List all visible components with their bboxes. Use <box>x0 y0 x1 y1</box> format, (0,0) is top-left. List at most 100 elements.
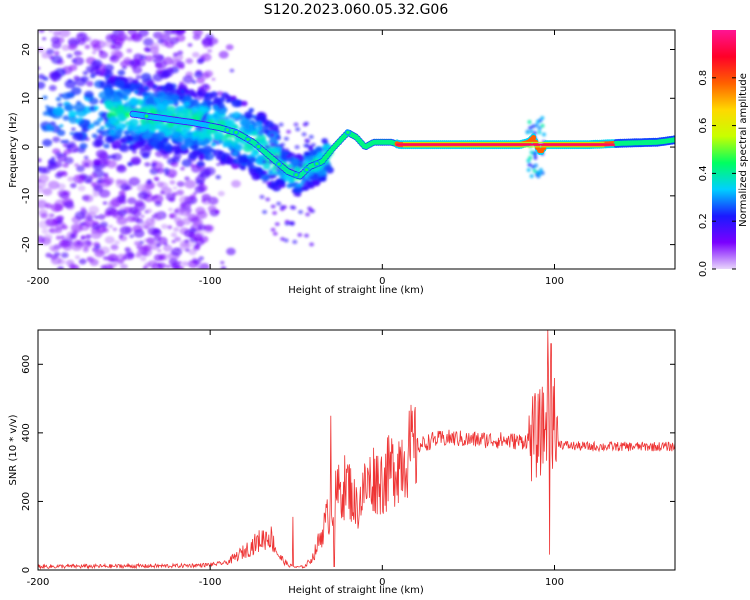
spectrogram-cell <box>262 179 268 184</box>
spectrogram-cell <box>94 244 102 250</box>
spectrogram-cell <box>140 119 148 126</box>
spectrogram-cell <box>72 56 84 66</box>
spectrogram-cell <box>92 51 97 55</box>
spectrogram-cell <box>109 44 116 50</box>
spectrogram-cell <box>80 76 89 83</box>
spectrogram-cell <box>296 183 302 188</box>
spectrogram-cell <box>77 179 84 185</box>
spectrogram-ridge <box>129 110 675 180</box>
spectrogram-cell <box>54 252 61 257</box>
spectrogram-cell <box>164 171 170 176</box>
spectrogram-cell <box>140 256 147 262</box>
spectrogram-cell <box>38 30 45 33</box>
spectrogram-cell <box>301 132 307 137</box>
spectrogram-cell <box>232 111 241 119</box>
spectrogram-cell <box>103 143 110 149</box>
spectrogram-cell <box>129 234 134 238</box>
spectrogram-cell <box>146 80 155 88</box>
spectrogram-cell <box>162 137 169 143</box>
spectrogram-cell <box>48 85 57 91</box>
spectrogram-cell <box>89 97 99 105</box>
spectrogram-cell <box>61 44 70 51</box>
spectrogram-cell <box>112 101 119 107</box>
spectrogram-cell <box>239 155 249 164</box>
spectrogram-cell <box>57 266 64 269</box>
spectrogram-cell <box>100 63 107 69</box>
spectrogram-cell <box>150 162 157 168</box>
spectrogram-cell <box>202 102 208 108</box>
spectrogram-cell <box>52 78 57 82</box>
spectrogram-cell <box>120 137 128 144</box>
spectrogram-cell <box>257 130 264 136</box>
ridge-highlight <box>304 168 309 172</box>
spectrogram-cell <box>170 232 178 238</box>
spectrogram-cell <box>68 43 78 51</box>
spectrogram-cell <box>164 83 175 92</box>
spectrogram-cell <box>106 256 114 262</box>
spectrogram-cell <box>269 133 275 138</box>
spectrogram-cell <box>48 164 55 169</box>
spectrogram-cell <box>308 134 314 139</box>
spectrogram-cell <box>168 258 178 266</box>
spectrogram-cell <box>50 36 61 44</box>
ridge-highlight <box>277 162 281 166</box>
spectrogram-cell <box>178 64 185 70</box>
spectrogram-cell <box>151 214 158 219</box>
colorbar-gradient <box>712 30 736 269</box>
spectrogram-cell <box>249 119 255 124</box>
spectrogram-cell <box>284 219 290 224</box>
spectrogram-cell <box>156 168 164 174</box>
snr-frame <box>37 329 676 571</box>
spectrogram-cell <box>141 80 146 84</box>
spectrogram-cell <box>272 127 277 132</box>
spectrogram-cell <box>51 55 63 64</box>
x-tick-label: -100 <box>199 276 222 287</box>
spectrogram-cell <box>297 232 303 237</box>
spectrogram-cell <box>145 47 152 52</box>
spectrogram-cell <box>226 247 236 256</box>
spectrogram-cell <box>309 174 316 180</box>
spectrogram-cell <box>195 175 206 184</box>
spectrogram-cell <box>118 100 123 105</box>
spectrogram-cell <box>134 241 141 246</box>
spectrogram-cell <box>142 244 152 252</box>
spectrogram-cell <box>98 189 111 198</box>
spectrogram-cell <box>90 73 96 79</box>
spectrogram-cell <box>293 122 299 127</box>
spectrogram-cell <box>248 156 257 163</box>
spectrogram-cell <box>298 163 304 168</box>
colorbar-ticks: 0.0 0.2 0.4 0.6 0.8 <box>698 70 736 277</box>
spectrogram-cell <box>157 249 162 253</box>
spectrogram-cell <box>138 30 149 37</box>
spectrogram-cell <box>145 217 156 226</box>
spectrogram-cell <box>212 113 219 119</box>
spectrogram-cell <box>540 123 545 128</box>
bottom-y-axis: 0 200 400 600 <box>21 355 675 573</box>
spectrogram-cell <box>71 127 76 131</box>
spectrogram-cell <box>116 128 124 134</box>
spectrogram-cell <box>103 172 109 177</box>
spectrogram-cell <box>176 189 184 196</box>
spectrogram-cell <box>193 191 198 195</box>
spectrogram-cell <box>180 89 185 94</box>
spectrogram-cell <box>127 197 137 205</box>
spectrogram-cell <box>132 79 139 84</box>
x-tick-label: 100 <box>545 577 564 588</box>
spectrogram-cell <box>533 155 538 160</box>
y-tick-label: 400 <box>21 423 32 442</box>
spectrogram-cell <box>46 124 52 129</box>
bottom-x-axis-label: Height of straight line (km) <box>288 585 424 596</box>
spectrogram-cell <box>99 125 105 130</box>
ridge-core <box>671 137 675 143</box>
spectrogram-cell <box>48 221 56 228</box>
spectrogram-cell <box>135 218 144 224</box>
spectrogram-cell <box>194 71 204 79</box>
spectrogram-cell <box>140 214 145 218</box>
spectrogram-cell <box>276 201 282 206</box>
spectrogram-cell <box>193 258 201 265</box>
spectrogram-cell <box>283 238 289 243</box>
spectrogram-cell <box>310 149 318 156</box>
spectrogram-cell <box>126 48 133 53</box>
spectrogram-cell <box>302 182 308 187</box>
spectrogram-cell <box>135 59 146 67</box>
